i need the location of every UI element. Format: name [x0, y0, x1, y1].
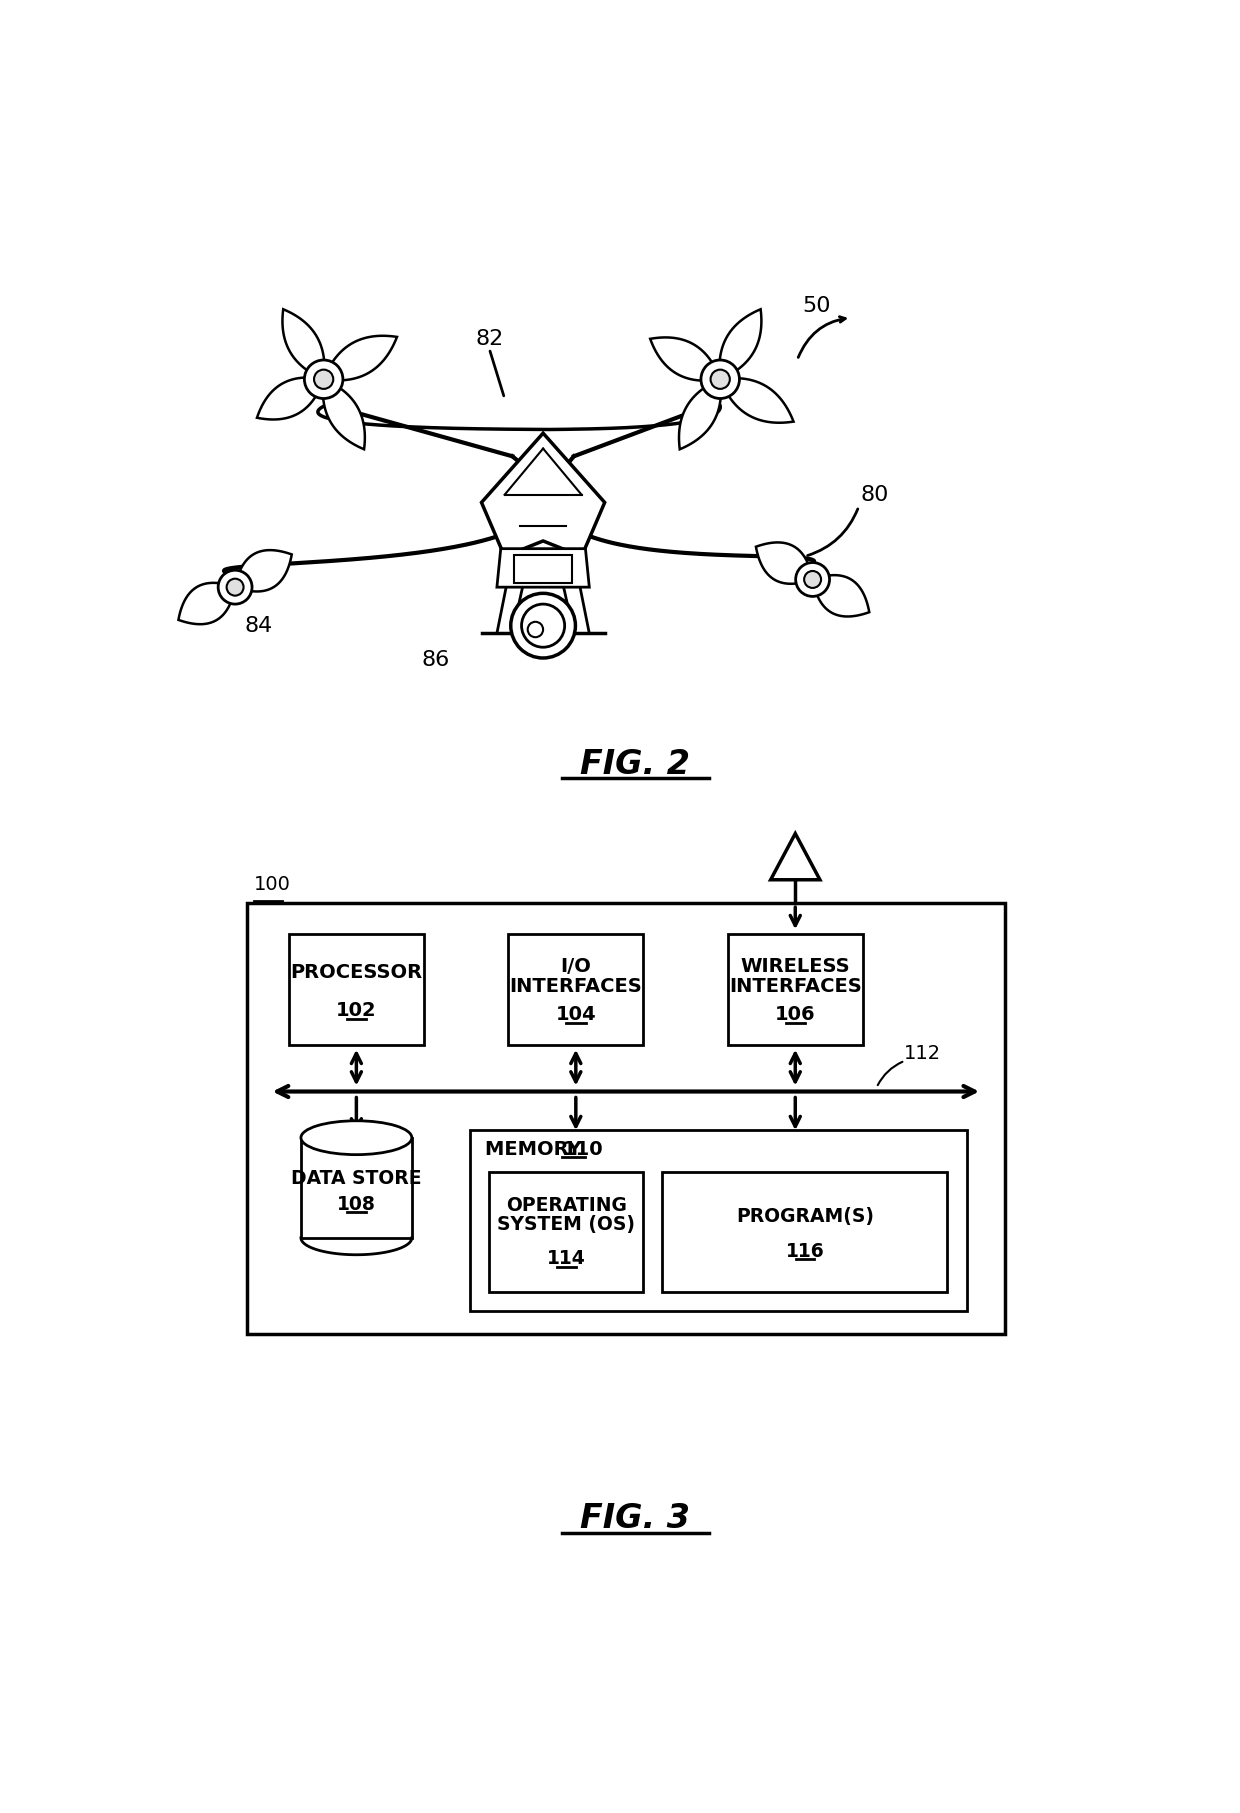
Polygon shape	[179, 582, 236, 624]
Text: PROCESSOR: PROCESSOR	[290, 963, 423, 981]
Circle shape	[711, 370, 730, 388]
Polygon shape	[719, 310, 761, 379]
Bar	[662, 1173, 947, 1291]
Polygon shape	[497, 549, 589, 587]
Text: WIRELESS: WIRELESS	[740, 957, 851, 975]
Polygon shape	[756, 542, 812, 584]
Text: 80: 80	[861, 484, 888, 504]
Text: 116: 116	[785, 1242, 825, 1260]
Text: INTERFACES: INTERFACES	[729, 977, 862, 995]
Polygon shape	[650, 337, 720, 381]
Text: PROGRAM(S): PROGRAM(S)	[735, 1207, 874, 1226]
Text: 114: 114	[547, 1249, 585, 1269]
Polygon shape	[236, 549, 291, 591]
Text: 110: 110	[563, 1140, 603, 1159]
Text: FIG. 3: FIG. 3	[580, 1503, 691, 1536]
Bar	[301, 1139, 412, 1238]
Text: INTERFACES: INTERFACES	[510, 977, 642, 995]
Polygon shape	[283, 310, 325, 379]
Ellipse shape	[301, 1120, 412, 1155]
Text: 84: 84	[244, 616, 273, 636]
Text: FIG. 2: FIG. 2	[580, 747, 691, 781]
Circle shape	[701, 361, 739, 399]
Polygon shape	[481, 433, 605, 557]
Polygon shape	[812, 575, 869, 616]
Text: 104: 104	[556, 1004, 596, 1024]
Text: 112: 112	[904, 1044, 940, 1062]
Polygon shape	[324, 335, 397, 381]
Circle shape	[227, 578, 243, 596]
Circle shape	[304, 361, 343, 399]
Bar	[470, 1129, 967, 1311]
Bar	[289, 934, 424, 1046]
Text: OPERATING: OPERATING	[506, 1195, 626, 1215]
Text: 82: 82	[475, 330, 503, 350]
Circle shape	[218, 571, 252, 604]
Bar	[247, 903, 1006, 1334]
Text: MEMORY: MEMORY	[485, 1140, 589, 1159]
Bar	[513, 555, 573, 582]
Text: 86: 86	[422, 651, 449, 671]
Circle shape	[804, 571, 821, 587]
Text: 50: 50	[802, 296, 831, 315]
Text: 102: 102	[336, 1001, 377, 1021]
Text: I/O: I/O	[560, 957, 591, 975]
Polygon shape	[322, 379, 365, 450]
Circle shape	[796, 562, 830, 596]
Text: 100: 100	[254, 874, 291, 894]
Text: DATA STORE: DATA STORE	[291, 1169, 422, 1188]
Circle shape	[511, 593, 575, 658]
Bar	[490, 1173, 644, 1291]
Bar	[508, 934, 644, 1046]
Text: SYSTEM (OS): SYSTEM (OS)	[497, 1215, 635, 1235]
Text: 108: 108	[337, 1195, 376, 1215]
Polygon shape	[680, 379, 720, 450]
Polygon shape	[720, 379, 794, 422]
Text: 106: 106	[775, 1004, 816, 1024]
Bar	[728, 934, 863, 1046]
Circle shape	[314, 370, 334, 388]
Polygon shape	[257, 377, 324, 419]
